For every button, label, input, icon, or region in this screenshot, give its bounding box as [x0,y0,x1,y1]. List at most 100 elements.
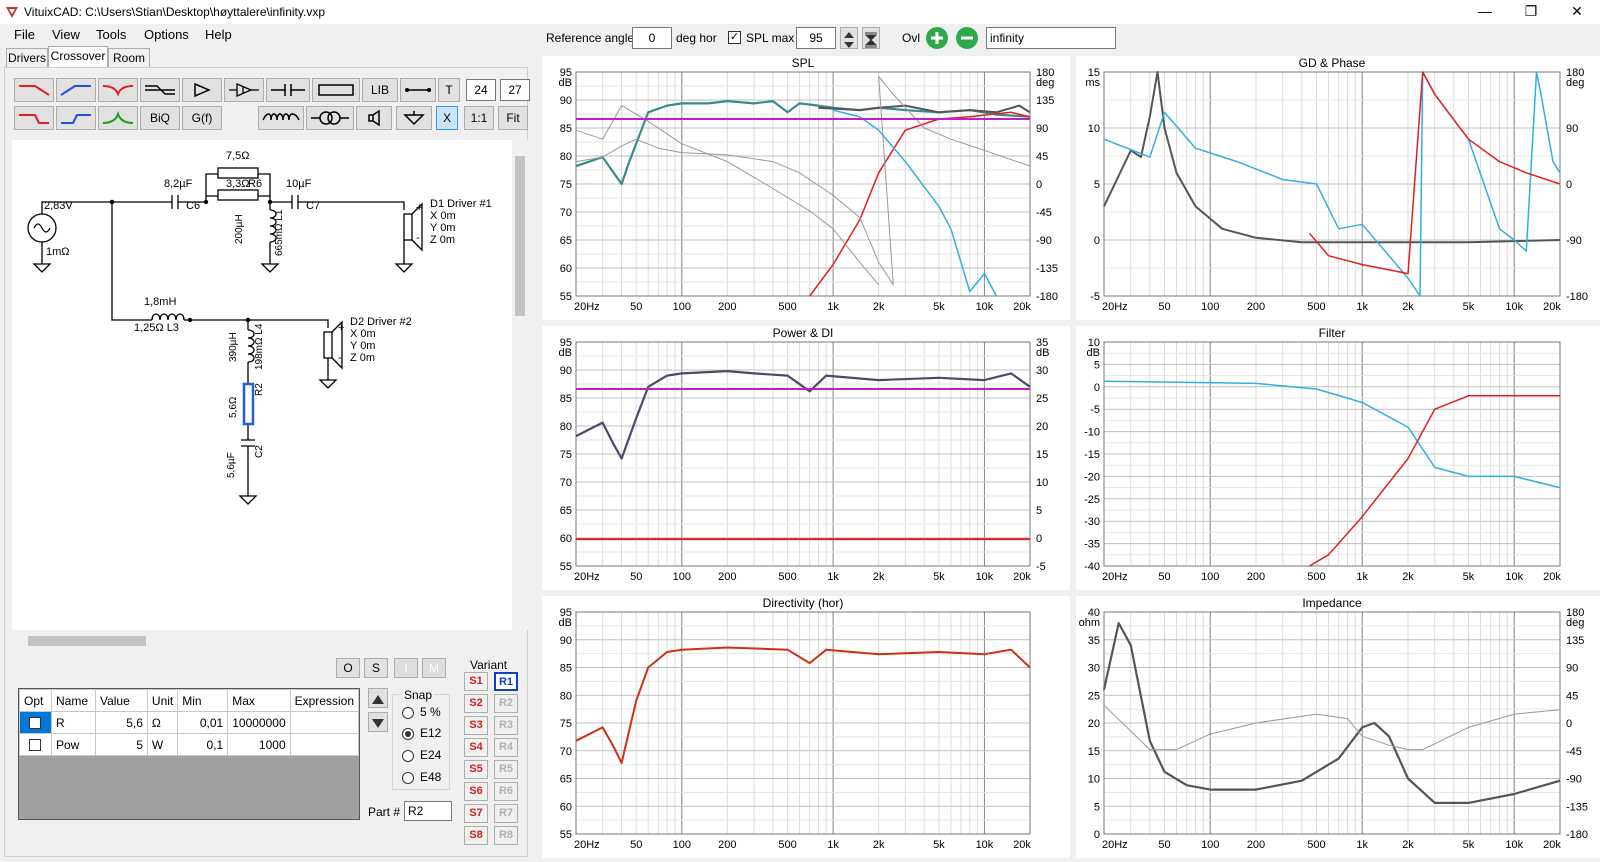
variant-r2-button[interactable]: R2 [494,694,518,713]
variant-s3-button[interactable]: S3 [464,716,488,735]
inductor-icon[interactable] [258,106,304,130]
increase-button[interactable] [368,688,388,708]
y2-tick-label: 10 [1036,477,1048,489]
highpass-blue2-button[interactable] [56,106,96,130]
wire-icon[interactable] [400,78,436,102]
driver-icon[interactable] [356,106,392,130]
menu-help[interactable]: Help [205,27,232,42]
variant-r3-button[interactable]: R3 [494,716,518,735]
m-button[interactable]: M [422,658,446,678]
i-button[interactable]: I [394,658,418,678]
variant-s2-button[interactable]: S2 [464,694,488,713]
chart-directivity[interactable]: Directivity (hor) 95 90 85 80 75 70 65 60 55 dB 20H… [542,596,1070,858]
param-expression[interactable] [289,733,360,756]
opt-checkbox[interactable] [29,716,42,729]
biquad-button[interactable]: BiQ [140,106,180,130]
tab-drivers[interactable]: Drivers [6,48,48,68]
transformer-icon[interactable] [306,106,354,130]
param-expression[interactable] [289,711,360,734]
variant-s1-button[interactable]: S1 [464,672,488,691]
s-button[interactable]: S [364,658,388,678]
delete-button[interactable]: X [436,106,458,130]
table-row[interactable]: R 5,6 Ω 0,01 10000000 [19,711,360,734]
highpass-blue-button[interactable] [56,78,96,102]
spl-updown-icon[interactable] [840,27,858,49]
remove-overlay-icon[interactable] [956,27,978,49]
variant-s7-button[interactable]: S7 [464,804,488,823]
schematic-canvas[interactable]: 2,83V 1mΩ 8,2µF C6 7,5Ω 3,3Ω R6 10µF C7 … [12,140,520,630]
variant-s5-button[interactable]: S5 [464,760,488,779]
lowpass-red2-button[interactable] [14,106,54,130]
menu-options[interactable]: Options [144,27,189,42]
variant-s6-button[interactable]: S6 [464,782,488,801]
close-button[interactable]: ✕ [1571,3,1583,19]
table-row[interactable]: Pow 5 W 0,1 1000 [19,733,360,756]
notch-red-button[interactable] [98,78,138,102]
bandpass-green-button[interactable] [98,106,138,130]
shelf-button[interactable] [140,78,180,102]
opt-checkbox[interactable] [29,738,42,751]
ground-icon[interactable] [396,106,432,130]
spl-max-checkbox[interactable]: ✓ [728,31,741,44]
library-button[interactable]: LIB [362,78,398,102]
menu-view[interactable]: View [52,27,80,42]
x-tick-label: 5k [1463,839,1475,851]
reference-angle-input[interactable]: 0 [632,27,672,49]
variant-s8-button[interactable]: S8 [464,826,488,845]
menu-file[interactable]: File [14,27,35,42]
param-max[interactable]: 1000 [227,733,291,756]
chart-gd[interactable]: GD & Phase 15 10 5 0 -5 ms 180 90 0 -90 -180 deg 20Hz… [1076,56,1600,320]
resistor-icon[interactable] [312,78,360,102]
spl-max-input[interactable]: 95 [796,27,836,49]
tab-room[interactable]: Room [108,48,150,68]
overlay-name-input[interactable]: infinity [986,27,1116,49]
horizontal-scrollbar[interactable] [12,632,512,648]
chart-power[interactable]: Power & DI 95 90 85 80 75 70 65 60 55 dB 35 30 25 20 15… [542,326,1070,590]
capacitor-icon[interactable] [266,78,310,102]
text-button[interactable]: T [438,78,460,102]
part-input[interactable]: R2 [404,801,452,821]
zoom-1to1-button[interactable]: 1:1 [464,106,494,130]
variant-r8-button[interactable]: R8 [494,826,518,845]
y2-unit-label: deg [1566,77,1584,89]
minimize-button[interactable]: — [1478,3,1492,19]
param-min[interactable]: 0,1 [177,733,229,756]
spl-fit-icon[interactable] [862,27,880,49]
chart-spl[interactable]: SPL 95 90 85 80 75 70 65 60 55 dB 180 135 90 45 0 -45 -90… [542,56,1070,320]
buffer-icon[interactable] [182,78,222,102]
variant-r4-button[interactable]: R4 [494,738,518,757]
lowpass-red-button[interactable] [14,78,54,102]
amplifier-icon[interactable] [224,78,264,102]
y-tick-label: -30 [1084,516,1100,528]
param-value[interactable]: 5 [94,733,148,756]
variant-r5-button[interactable]: R5 [494,760,518,779]
variant-s4-button[interactable]: S4 [464,738,488,757]
chart-filter[interactable]: Filter 10 5 0 -5 -10 -15 -20 -25 -30 -35 -40 dB 20Hz 5… [1076,326,1600,590]
variant-r1-button[interactable]: R1 [494,672,518,691]
zoom-fit-button[interactable]: Fit [498,106,528,130]
param-value[interactable]: 5,6 [94,711,148,734]
chart-impedance[interactable]: Impedance 40 35 30 25 20 15 10 5 0 ohm 180 135 90 45 0-… [1076,596,1600,858]
snap-5-radio[interactable] [402,707,414,719]
grid-y-input[interactable]: 27 [500,79,530,101]
transfer-function-button[interactable]: G(f) [182,106,222,130]
d2-minus-label: - [338,352,342,364]
decrease-button[interactable] [368,712,388,732]
maximize-button[interactable]: ❐ [1524,3,1538,19]
horizontal-scroll-thumb[interactable] [28,636,146,646]
vertical-scrollbar[interactable] [512,140,528,630]
add-overlay-icon[interactable] [926,27,948,49]
param-min[interactable]: 0,01 [177,711,229,734]
grid-x-input[interactable]: 24 [466,79,496,101]
snap-e48-radio[interactable] [402,772,414,784]
o-button[interactable]: O [336,658,360,678]
snap-e24-radio[interactable] [402,750,414,762]
vertical-scroll-thumb[interactable] [515,156,525,316]
tab-crossover[interactable]: Crossover [48,46,108,68]
y-unit-label: dB [559,77,572,89]
variant-r6-button[interactable]: R6 [494,782,518,801]
param-max[interactable]: 10000000 [227,711,291,734]
snap-e12-radio[interactable] [402,728,414,740]
variant-r7-button[interactable]: R7 [494,804,518,823]
menu-tools[interactable]: Tools [96,27,127,42]
